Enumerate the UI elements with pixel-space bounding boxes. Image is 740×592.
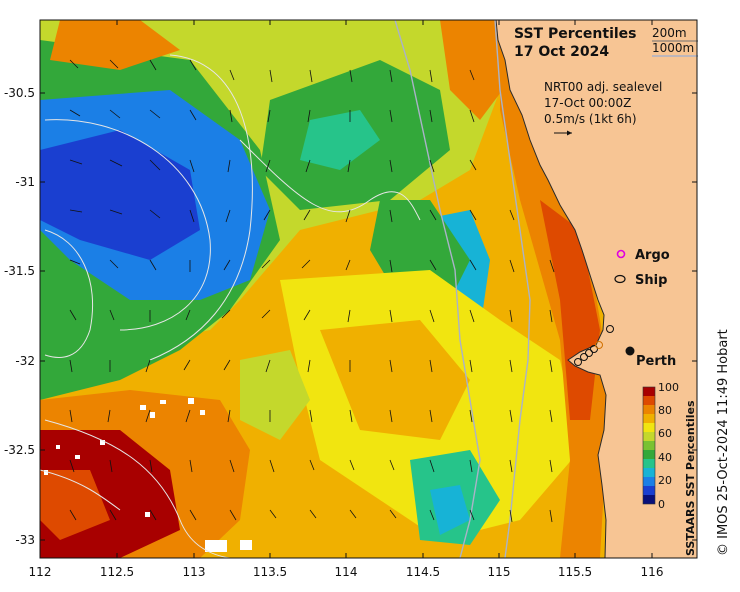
y-axis-ticks: [40, 92, 697, 541]
x-tick-label: 112: [29, 565, 52, 579]
colorbar-tick: 60: [658, 427, 672, 440]
x-tick-label: 116: [641, 565, 664, 579]
argo-symbol-icon: [616, 249, 626, 259]
colorbar-tick: 0: [658, 498, 665, 511]
x-tick-label: 114.5: [406, 565, 440, 579]
current-scale-label: 0.5m/s (1kt 6h): [544, 112, 637, 126]
colorbar-ticks: 100 80 60 40 20 0: [658, 381, 679, 511]
colorbar-tick: 80: [658, 404, 672, 417]
x-tick-label: 112.5: [100, 565, 134, 579]
x-tick-label: 115: [488, 565, 511, 579]
argo-legend-label: Argo: [635, 248, 670, 263]
map-date: 17 Oct 2024: [514, 44, 609, 60]
ship-legend-label: Ship: [635, 273, 667, 288]
y-tick-label: -31.5: [4, 264, 35, 278]
current-vectors: [69, 59, 555, 523]
ship-symbol-icon: [614, 274, 626, 284]
colorbar-tick: 40: [658, 451, 672, 464]
y-tick-label: -31: [15, 175, 35, 189]
colorbar-label: SSTAARS SST Percentiles: [684, 400, 697, 556]
y-tick-label: -32.5: [4, 443, 35, 457]
x-tick-label: 115.5: [558, 565, 592, 579]
plot-frame: [39, 19, 698, 559]
map-title: SST Percentiles: [514, 26, 637, 42]
x-tick-label: 113: [183, 565, 206, 579]
y-tick-label: -30.5: [4, 86, 35, 100]
x-tick-label: 114: [335, 565, 358, 579]
colorbar-tick: 20: [658, 474, 672, 487]
y-tick-label: -33: [15, 533, 35, 547]
y-axis-labels: -30.5 -31 -31.5 -32 -32.5 -33: [4, 86, 35, 547]
x-axis-labels: 112 112.5 113 113.5 114 114.5 115 115.5 …: [29, 565, 664, 579]
colorbar: [642, 386, 656, 505]
current-scale-arrow: [554, 130, 572, 136]
y-tick-label: -32: [15, 354, 35, 368]
ship-track: [574, 325, 614, 366]
credit-text: © IMOS 25-Oct-2024 11:49 Hobart: [716, 329, 731, 556]
x-tick-label: 113.5: [253, 565, 287, 579]
x-axis-ticks: [39, 20, 653, 558]
contour-1000m-label: 1000m: [652, 41, 694, 55]
colorbar-tick: 100: [658, 381, 679, 394]
perth-label: Perth: [636, 354, 676, 369]
bathymetry-contours: [40, 20, 531, 558]
current-time-label: 17-Oct 00:00Z: [544, 96, 631, 110]
contour-200m-label: 200m: [652, 26, 687, 40]
perth-marker: [625, 346, 635, 356]
current-source-label: NRT00 adj. sealevel: [544, 80, 662, 94]
